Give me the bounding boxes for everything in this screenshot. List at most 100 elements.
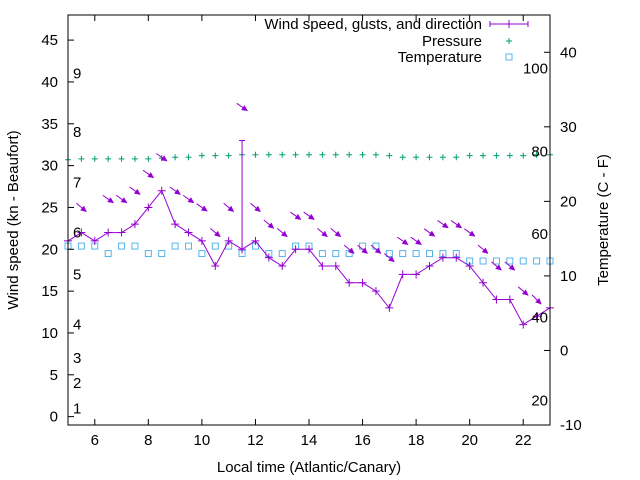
- beaufort-label: 1: [73, 400, 81, 417]
- wind-direction-arrow: [303, 211, 315, 220]
- beaufort-label: 9: [73, 66, 81, 83]
- y-tick-label: 15: [41, 283, 58, 300]
- legend-temperature-marker: [505, 53, 513, 61]
- wind-direction-arrow: [343, 244, 355, 254]
- wind-speed-point: [398, 270, 407, 279]
- x-tick-label: 18: [408, 432, 425, 449]
- wind-speed-point: [144, 203, 153, 212]
- wind-direction-arrow: [250, 202, 261, 213]
- temperature-point: [332, 250, 340, 258]
- pressure-point: [413, 154, 420, 161]
- wind-speed-point: [519, 320, 528, 329]
- wind-speed-point: [385, 303, 394, 312]
- pressure-point: [319, 151, 326, 158]
- x-tick-label: 6: [91, 432, 99, 449]
- wind-speed-point: [291, 245, 300, 254]
- temperature-point: [77, 242, 85, 250]
- legend-label: Pressure: [422, 33, 482, 50]
- beaufort-label: 5: [73, 266, 81, 283]
- wind-speed-point: [117, 228, 126, 237]
- wind-direction-arrow: [397, 236, 409, 246]
- wind-direction-arrow: [370, 244, 382, 254]
- pressure-point: [279, 151, 286, 158]
- temperature-point: [131, 242, 139, 250]
- pressure-point: [225, 152, 232, 159]
- wind-direction-arrow: [156, 153, 168, 162]
- pressure-point: [105, 155, 112, 162]
- wind-speed-point: [184, 228, 193, 237]
- pressure-point: [78, 155, 85, 162]
- y-tick-label: 40: [41, 74, 58, 91]
- pressure-point: [145, 155, 152, 162]
- temperature-point: [158, 250, 166, 258]
- wind-direction-arrow: [531, 294, 542, 305]
- temperature-point: [385, 250, 393, 258]
- x-tick-label: 20: [461, 432, 478, 449]
- wind-speed-point: [505, 295, 514, 304]
- pressure-point: [372, 151, 379, 158]
- wind-speed-point: [77, 228, 86, 237]
- legend-label: Wind speed, gusts, and direction: [264, 16, 482, 33]
- wind-speed-point: [305, 245, 313, 254]
- beaufort-label: 2: [73, 375, 81, 392]
- wind-direction-arrow: [317, 227, 328, 238]
- legend: Wind speed, gusts, and directionPressure…: [264, 16, 529, 66]
- pressure-point: [480, 152, 487, 159]
- pressure-point: [265, 151, 272, 158]
- fahrenheit-label: 60: [531, 226, 548, 243]
- x-tick-label: 12: [247, 432, 264, 449]
- pressure-point: [118, 155, 125, 162]
- plot-frame: [67, 14, 551, 426]
- x-axis-title: Local time (Atlantic/Canary): [217, 459, 401, 476]
- wind-speed-line: [67, 189, 551, 326]
- temperature-point: [399, 250, 407, 258]
- pressure-point: [439, 154, 446, 161]
- temperature-point: [171, 242, 179, 250]
- pressure-point: [346, 151, 353, 158]
- wind-direction-arrow: [209, 227, 221, 238]
- pressure-point: [172, 154, 179, 161]
- temperature-point: [278, 250, 286, 258]
- y2-axis-title: Temperature (C - F): [595, 154, 612, 286]
- wind-direction-arrow: [223, 202, 235, 213]
- y2-tick-label: -10: [560, 417, 582, 434]
- x-tick-label: 14: [301, 432, 318, 449]
- wind-speed-point: [492, 295, 501, 304]
- wind-speed-point: [251, 236, 260, 245]
- wind-direction-arrow: [504, 261, 516, 271]
- y2-tick-label: 0: [560, 342, 568, 359]
- temperature-point: [479, 257, 487, 265]
- wind-direction-arrow: [169, 186, 181, 195]
- beaufort-label: 4: [73, 317, 81, 334]
- wind-direction-arrow: [142, 169, 155, 179]
- pressure-point: [252, 151, 259, 158]
- y-tick-label: 45: [41, 32, 58, 49]
- y-tick-label: 20: [41, 241, 58, 258]
- wind-speed-point: [331, 262, 340, 271]
- temperature-point: [519, 257, 527, 265]
- wind-speed-point: [358, 278, 367, 287]
- wind-speed-point: [197, 236, 206, 245]
- beaufort-label: 6: [73, 225, 81, 242]
- legend-pressure-marker: [506, 38, 512, 44]
- wind-direction-arrow: [115, 194, 128, 204]
- wind-direction-arrow: [464, 228, 476, 237]
- pressure-point: [533, 151, 540, 158]
- temperature-point: [185, 242, 192, 250]
- wind-direction-arrow: [289, 211, 302, 220]
- wind-speed-point: [278, 262, 287, 271]
- wind-speed-point: [371, 287, 380, 296]
- wind-direction-arrow: [384, 253, 395, 263]
- temperature-point: [345, 250, 353, 258]
- wind-direction-arrow: [76, 202, 87, 213]
- pressure-point: [198, 152, 205, 159]
- wind-speed-point: [130, 220, 139, 229]
- temperature-point: [104, 250, 112, 258]
- wind-speed-point: [345, 278, 354, 287]
- pressure-point: [131, 155, 138, 162]
- temperature-point: [506, 257, 514, 265]
- y2-tick-label: 30: [560, 119, 577, 136]
- wind-direction-arrow: [410, 236, 422, 246]
- wind-direction-arrow: [182, 194, 195, 204]
